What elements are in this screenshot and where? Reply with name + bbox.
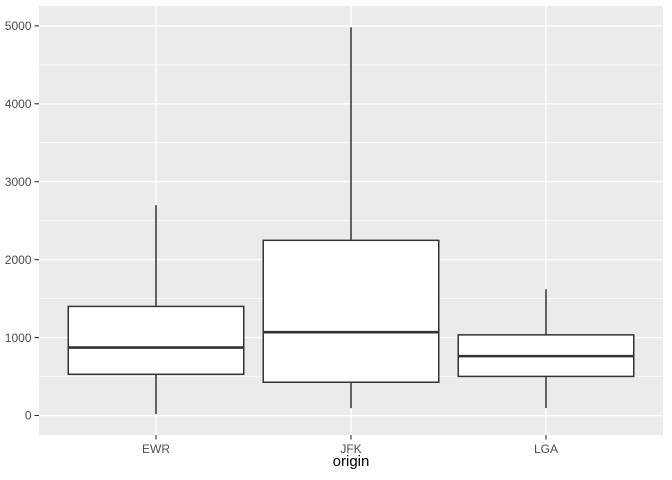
axis-layer: 0 1000 2000 3000 4000 5000 EWR JFK LGA [5, 19, 558, 456]
y-tick-label: 5000 [5, 19, 32, 33]
x-tick-label: LGA [534, 442, 558, 456]
boxplot-series-layer [67, 27, 635, 415]
x-axis-title: origin [333, 453, 370, 470]
y-tick-label: 1000 [5, 331, 32, 345]
x-tick-label: JFK [340, 442, 361, 456]
x-tick-label: EWR [142, 442, 170, 456]
boxplot-box [67, 305, 245, 376]
y-tick-label: 4000 [5, 97, 32, 111]
boxplot-box [262, 239, 440, 383]
y-tick-label: 2000 [5, 253, 32, 267]
y-tick-label: 0 [25, 409, 32, 423]
y-tick-label: 3000 [5, 175, 32, 189]
